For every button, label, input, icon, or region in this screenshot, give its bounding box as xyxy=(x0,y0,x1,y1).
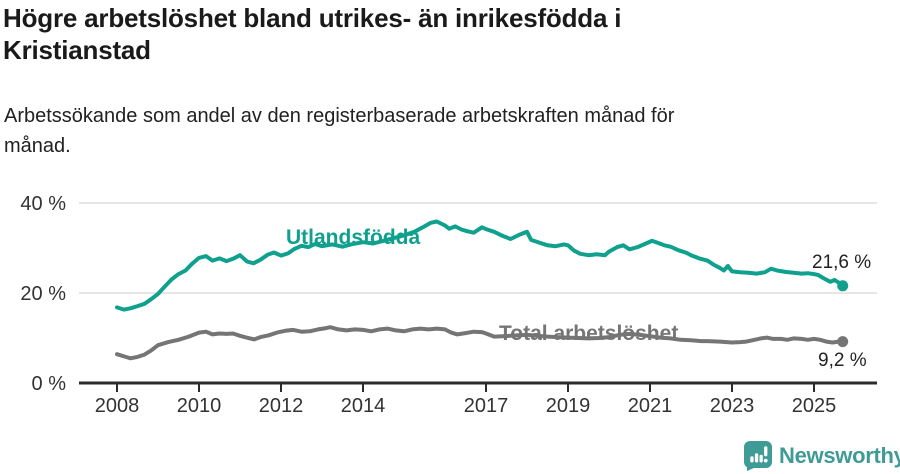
end-value-label-total: 9,2 % xyxy=(818,350,867,371)
end-value-label-utlandsfodda: 21,6 % xyxy=(812,252,872,273)
series-end-dot xyxy=(837,336,849,348)
x-tick-label: 2023 xyxy=(710,395,755,417)
page-title-line2: Kristianstad xyxy=(3,35,151,65)
newsworthy-bubble-icon xyxy=(744,441,772,471)
page-subtitle-line2: månad. xyxy=(4,135,71,157)
y-tick-label: 0 % xyxy=(32,373,67,395)
x-tick-label: 2025 xyxy=(792,395,837,417)
x-tick-label: 2017 xyxy=(464,395,509,417)
series-line-total-arbetsl-shet xyxy=(115,325,845,361)
newsworthy-logo[interactable]: Newsworthy xyxy=(744,441,900,471)
x-tick-label: 2019 xyxy=(546,395,591,417)
y-tick-label: 20 % xyxy=(20,283,66,305)
x-tick-label: 2010 xyxy=(177,395,222,417)
x-tick-label: 2012 xyxy=(259,395,304,417)
page-subtitle-line1: Arbetssökande som andel av den registerb… xyxy=(4,105,675,127)
series-label-total-arbetsloshet: Total arbetslöshet xyxy=(499,322,679,345)
x-tick-label: 2021 xyxy=(628,395,673,417)
x-tick-label: 2014 xyxy=(341,395,386,417)
newsworthy-logo-text: Newsworthy xyxy=(779,443,900,468)
y-tick-label: 40 % xyxy=(20,193,66,215)
series-end-dot xyxy=(837,280,849,292)
page-title-line1: Högre arbetslöshet bland utrikes- än inr… xyxy=(3,3,622,33)
x-tick-label: 2008 xyxy=(95,395,140,417)
page-subtitle: Arbetssökande som andel av den registerb… xyxy=(4,101,804,161)
series-line-utlandsf-dda xyxy=(115,219,845,312)
series-label-utlandsfodda: Utlandsfödda xyxy=(286,226,421,249)
page-title: Högre arbetslöshet bland utrikes- än inr… xyxy=(3,2,883,66)
